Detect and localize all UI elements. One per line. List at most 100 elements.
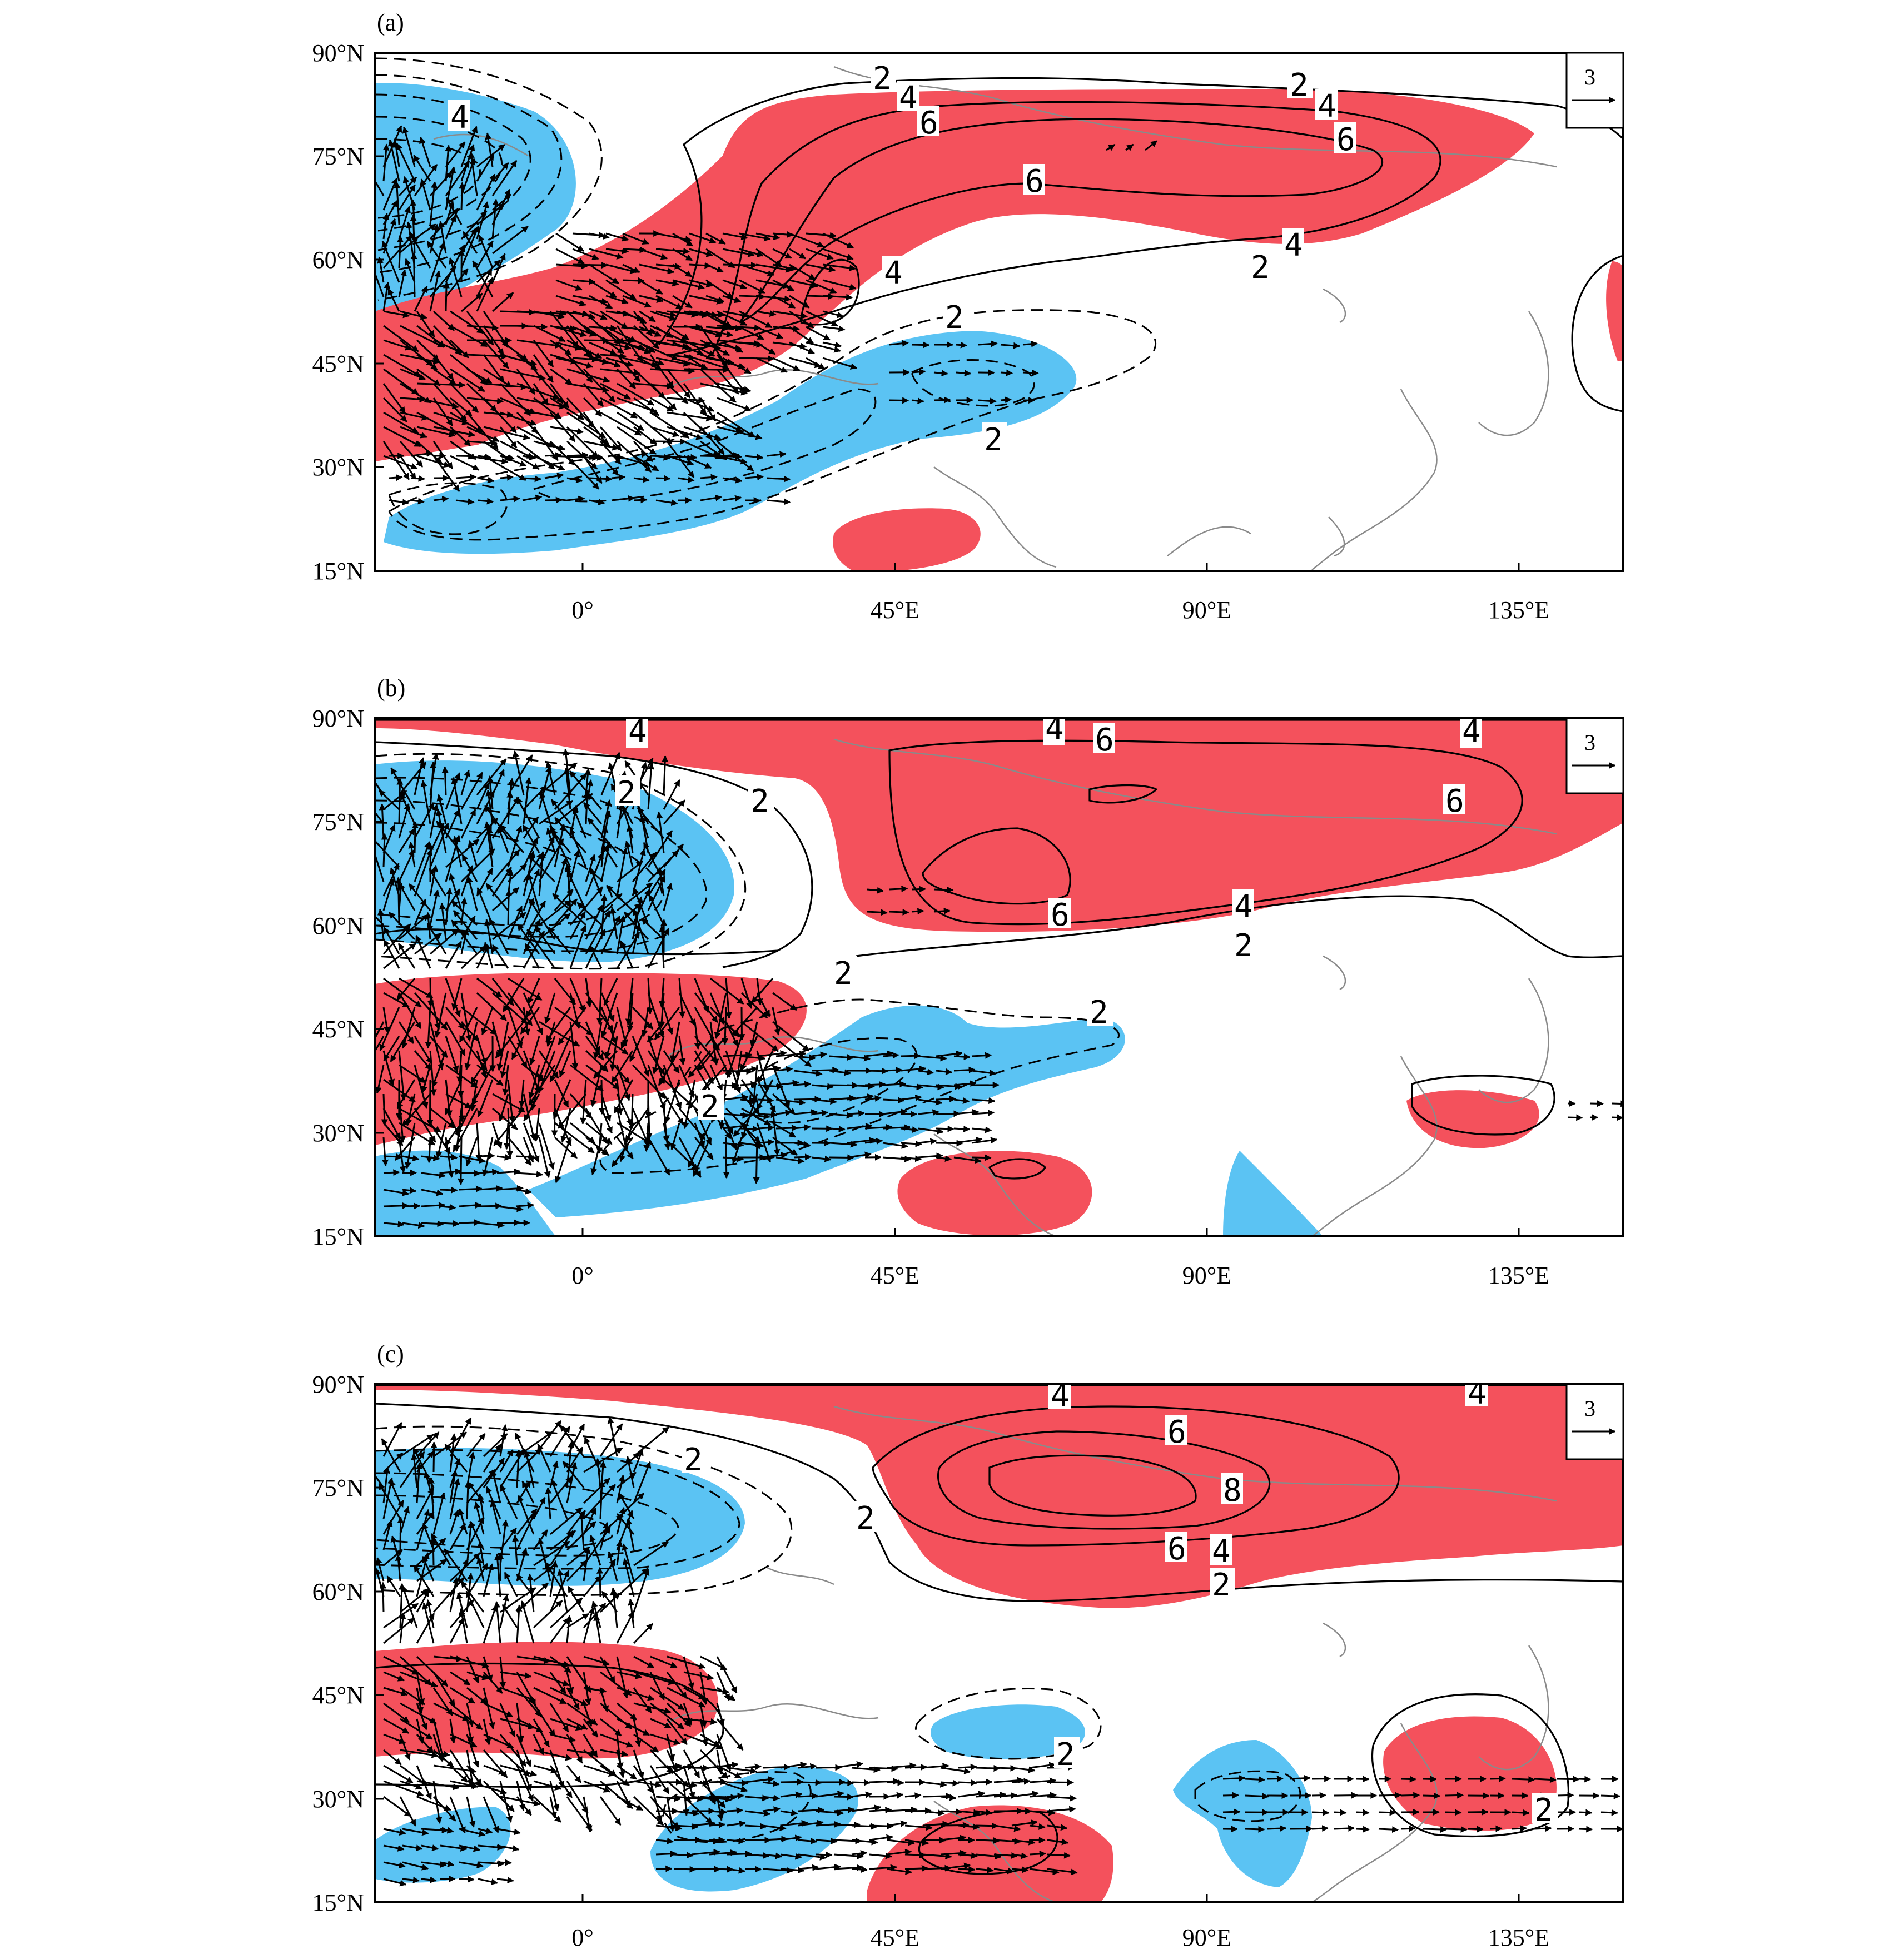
flux-arrow (700, 494, 722, 501)
flux-arrow (455, 498, 475, 505)
flux-arrow (549, 412, 576, 442)
flux-arrow (1400, 1825, 1416, 1832)
flux-arrow (887, 1779, 904, 1786)
flux-arrow (408, 883, 431, 911)
flux-arrow (450, 310, 484, 334)
lat-label-60n: 60°N (312, 246, 364, 274)
flux-arrow (683, 397, 715, 412)
flux-arrow (882, 1067, 903, 1074)
flux-arrow (851, 1866, 868, 1873)
flux-arrow (953, 1066, 976, 1073)
flux-arrow (405, 258, 416, 283)
lat-axis-labels: 90°N 75°N 60°N 45°N 30°N 15°N (312, 39, 364, 585)
flux-arrow (550, 426, 584, 435)
flux-arrow (755, 232, 781, 241)
flux-arrow (639, 341, 656, 354)
flux-arrow (722, 1007, 729, 1045)
flux-arrow (476, 240, 494, 269)
flux-arrow (398, 828, 415, 853)
flux-arrow (851, 1850, 868, 1857)
flux-arrow (466, 311, 494, 346)
panel-label-b: (b) (377, 674, 405, 702)
flux-arrow (622, 263, 640, 274)
coastlines (433, 66, 1557, 570)
flux-arrow (1445, 1809, 1462, 1816)
flux-arrow (1400, 1792, 1420, 1799)
flux-arrow (566, 1796, 593, 1831)
flux-arrow (650, 310, 677, 321)
flux-arrow (378, 789, 400, 811)
flux-arrow (538, 851, 546, 897)
flux-arrow (699, 426, 725, 455)
flux-arrow (516, 426, 555, 448)
flux-arrow (705, 310, 732, 328)
flux-arrow (566, 1424, 585, 1457)
contour-label: 2 (1234, 928, 1253, 964)
flux-arrow (512, 750, 525, 795)
flux-arrow (616, 915, 626, 954)
flux-arrow (1047, 1779, 1074, 1786)
flux-arrow (429, 822, 449, 868)
flux-arrow (722, 295, 742, 304)
flux-arrow (606, 884, 634, 912)
flux-arrow (427, 978, 434, 1007)
flux-arrow (460, 772, 483, 810)
flux-arrow (496, 1153, 511, 1161)
flux-arrow (414, 932, 442, 955)
flux-arrow (717, 411, 755, 438)
flux-arrow (375, 834, 400, 868)
flux-arrow (383, 368, 419, 395)
flux-arrow (758, 1111, 778, 1118)
flux-arrow (572, 248, 599, 260)
lat-axis-labels: 90°N 75°N 60°N 45°N 30°N 15°N (312, 1371, 364, 1916)
flux-arrow (700, 474, 718, 481)
flux-arrow (550, 368, 573, 385)
flux-arrow (523, 931, 545, 969)
flux-arrow (484, 821, 494, 868)
flux-arrow (455, 474, 477, 481)
flux-arrow (539, 899, 571, 926)
flux-arrow (549, 1781, 560, 1812)
flux-arrow (904, 1792, 922, 1799)
flux-arrow (605, 341, 632, 351)
flux-arrow (647, 830, 673, 868)
flux-arrow (483, 354, 505, 383)
flux-arrow (523, 777, 532, 824)
flux-arrow (589, 341, 617, 355)
flux-arrow (459, 1093, 466, 1122)
flux-arrow (416, 1796, 451, 1811)
flux-arrow (583, 440, 619, 451)
flux-arrow (445, 215, 456, 240)
flux-arrow (758, 1138, 775, 1146)
flux-arrow (806, 248, 834, 260)
flux-arrow (516, 455, 540, 470)
flux-arrow (516, 1796, 532, 1816)
flux-arrow (589, 232, 610, 240)
flux-arrow (1467, 1808, 1489, 1816)
flux-arrow (381, 240, 400, 283)
flux-arrow (398, 883, 416, 911)
flux-arrow (572, 807, 587, 839)
flux-arrow (672, 232, 694, 247)
flux-arrow (600, 352, 627, 360)
flux-arrow (566, 476, 583, 484)
flux-arrow (617, 882, 653, 912)
reference-vector-box: 3 (1565, 717, 1624, 794)
flux-arrow (569, 828, 587, 868)
flux-arrow (822, 325, 846, 332)
flux-arrow (589, 295, 613, 309)
flux-arrow (667, 455, 694, 466)
flux-arrow (449, 426, 471, 446)
flux-arrow (953, 1125, 971, 1132)
flux-arrow (426, 922, 447, 954)
contour-label: 2 (1212, 1567, 1231, 1603)
flux-arrow (833, 1761, 864, 1769)
flux-arrow (867, 909, 888, 916)
contour-label: 2 (684, 1442, 703, 1478)
flux-arrow (450, 411, 483, 433)
flux-arrow (445, 887, 453, 926)
flux-arrow (1512, 1776, 1535, 1783)
flux-arrow (533, 455, 565, 471)
flux-arrow (583, 397, 602, 417)
flux-arrow (375, 781, 385, 795)
